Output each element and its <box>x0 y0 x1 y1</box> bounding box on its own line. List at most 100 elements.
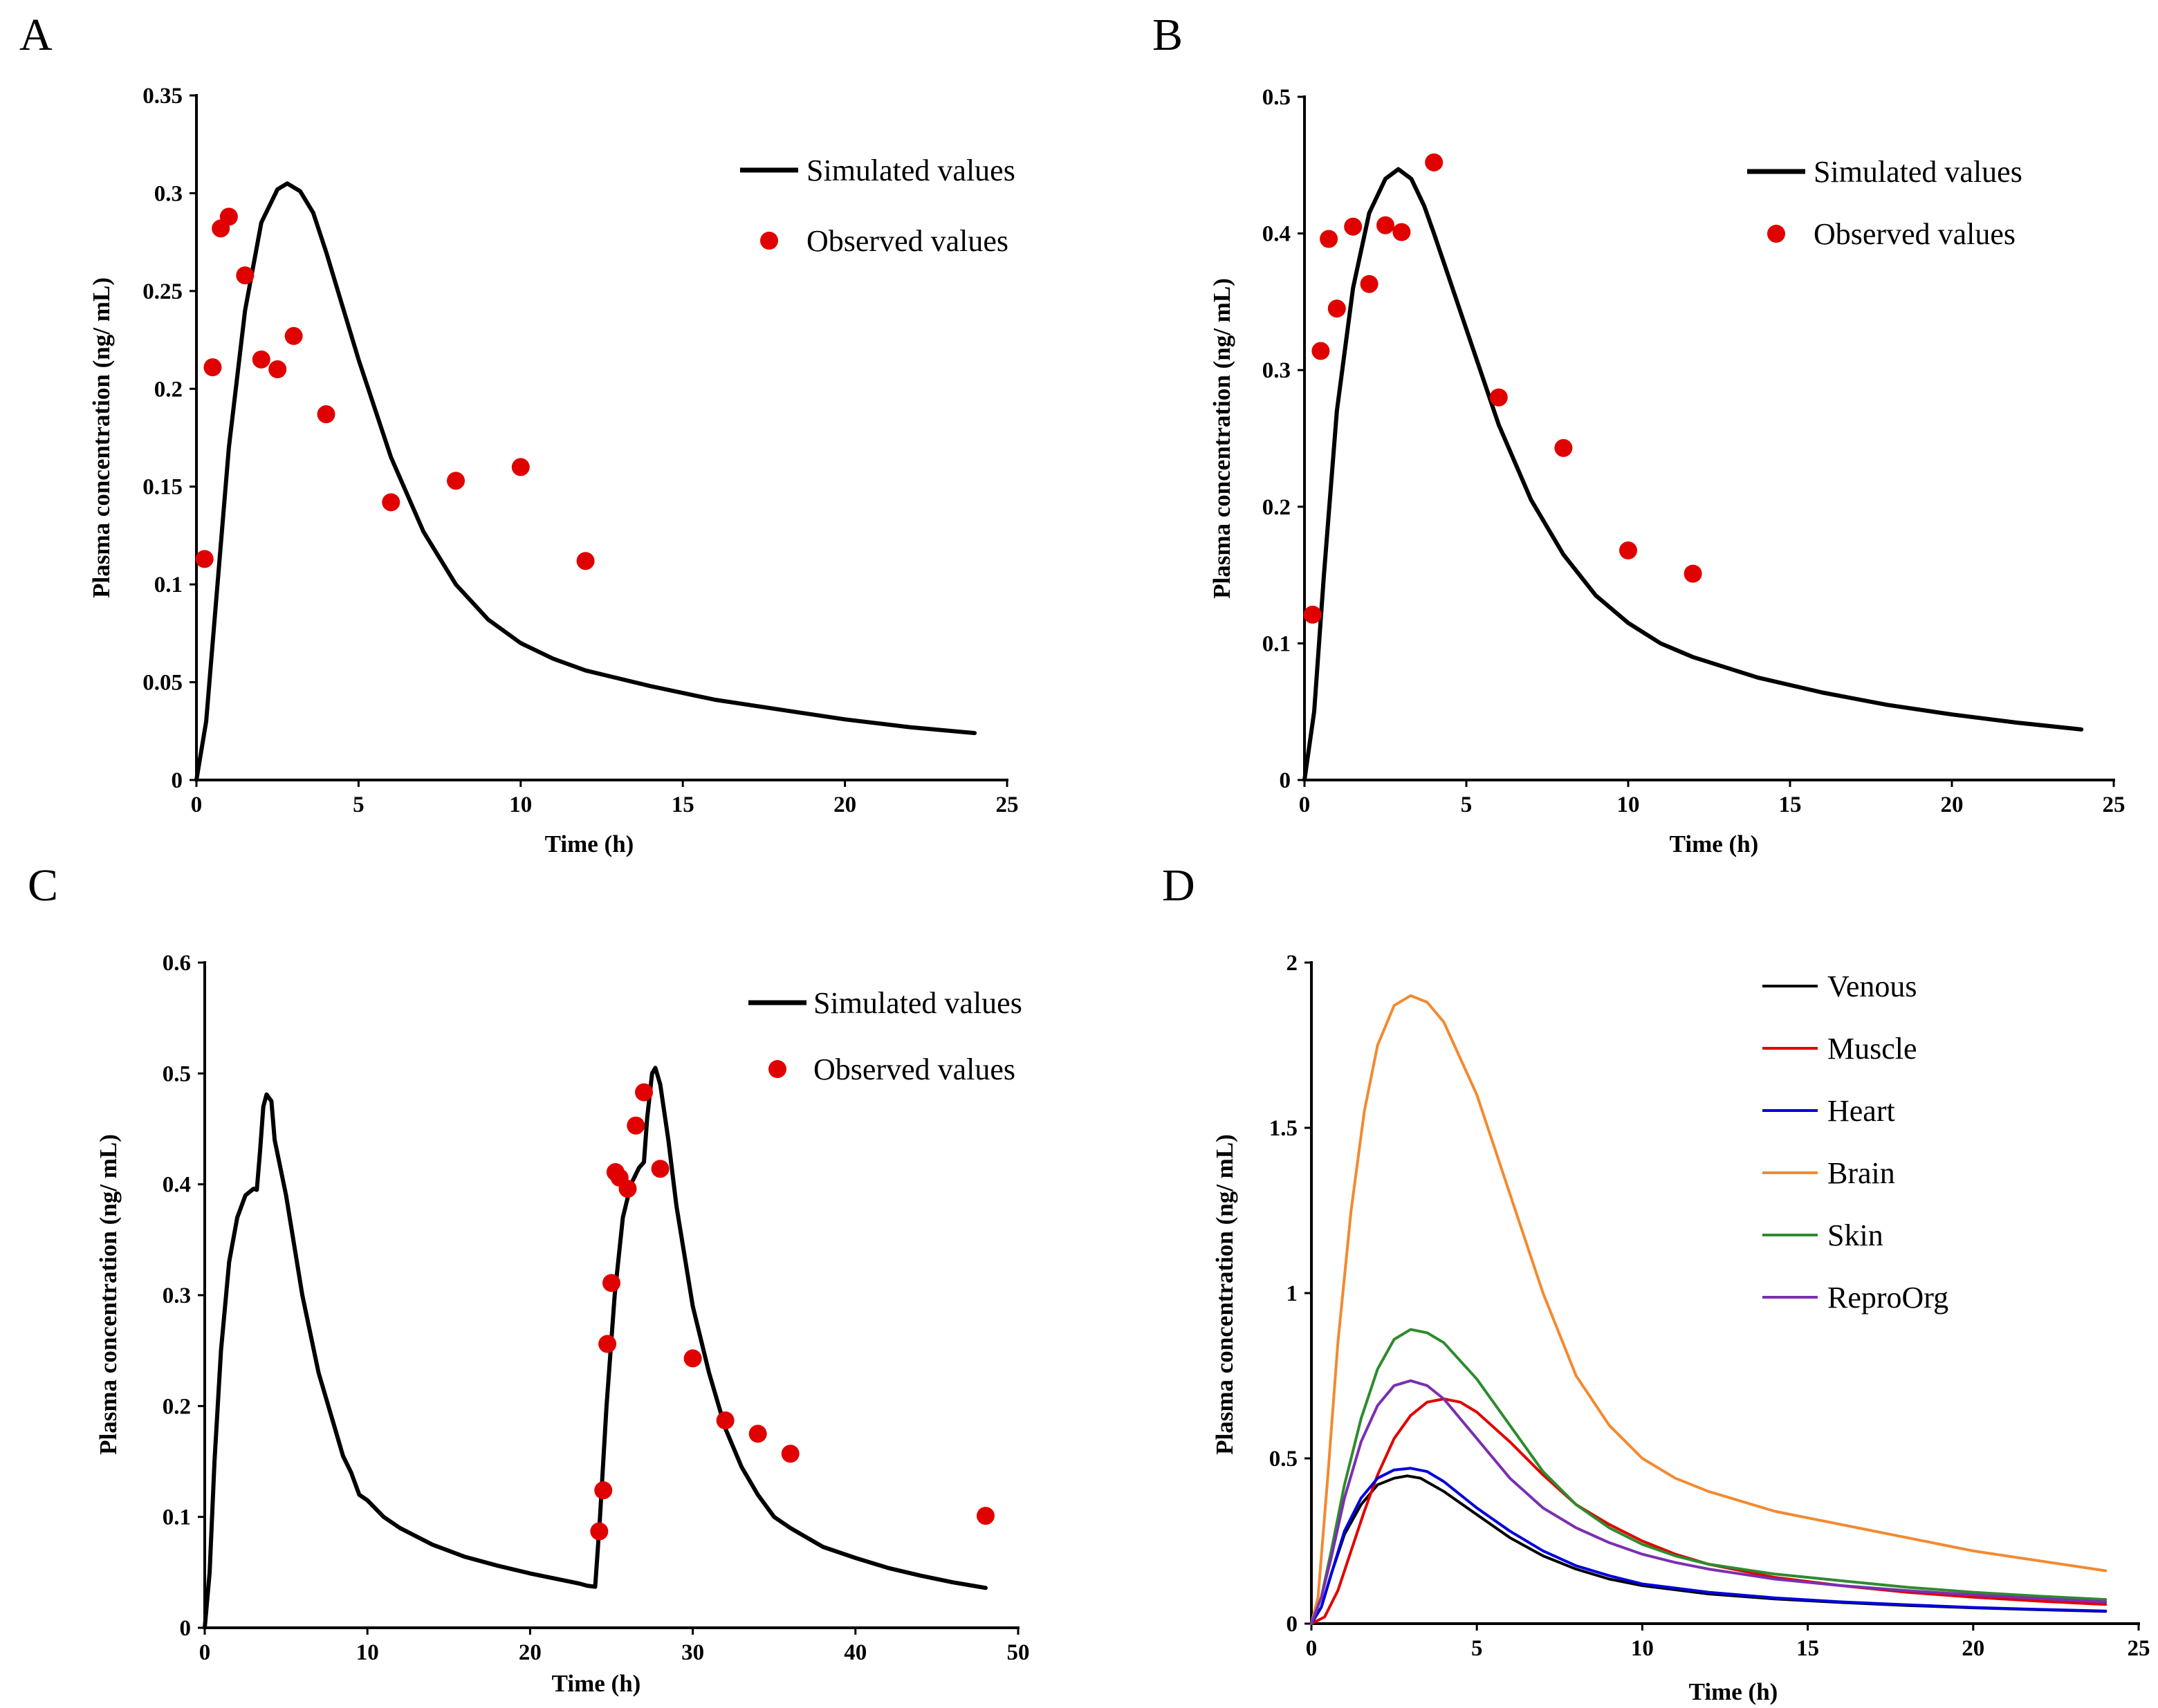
x-tick-label: 25 <box>2128 1636 2150 1661</box>
x-tick-label: 20 <box>833 792 856 817</box>
x-tick-label: 50 <box>1007 1640 1030 1665</box>
observed-point <box>284 326 303 345</box>
y-tick-label: 0 <box>172 768 183 793</box>
y-tick-label: 0.6 <box>163 951 191 976</box>
observed-point <box>268 360 287 378</box>
legend-label-skin: Skin <box>1827 1218 1883 1252</box>
y-tick-label: 0.2 <box>163 1394 191 1419</box>
series-line-simulated-values <box>1302 167 2084 782</box>
y-tick-label: 0.3 <box>1262 358 1291 383</box>
series-line-heart <box>1310 1467 2108 1625</box>
y-tick-label: 0.15 <box>142 475 183 500</box>
y-tick-label: 0.2 <box>154 377 183 402</box>
x-axis-title: Time (h) <box>1689 1678 1778 1705</box>
x-axis-title: Time (h) <box>1670 830 1759 857</box>
chart-panel-a: A 0 5 10 15 20 25 0 0.05 0.1 0.15 0.2 0.25 0.3 0.35 Tim… <box>19 10 1019 857</box>
observed-point <box>627 1116 645 1135</box>
x-tick-label: 10 <box>356 1640 379 1665</box>
x-tick-label: 25 <box>2103 792 2125 817</box>
legend-label-observed-values: Observed values <box>813 1052 1015 1086</box>
y-tick-label: 1 <box>1286 1281 1298 1306</box>
series-line-simulated-values <box>203 1066 988 1630</box>
x-tick-label: 15 <box>1796 1636 1819 1661</box>
observed-point <box>382 493 400 512</box>
observed-point <box>618 1180 637 1198</box>
series-line-muscle <box>1310 1398 2108 1625</box>
observed-point <box>576 552 595 570</box>
y-tick-label: 1.5 <box>1269 1116 1298 1141</box>
chart-panel-b: B 0 5 10 15 20 25 0 0.1 0.2 0.3 0.4 0.5 Time (h) Plasm… <box>1152 10 2125 857</box>
x-tick-label: 5 <box>353 792 365 817</box>
x-tick-label: 15 <box>672 792 694 817</box>
y-tick-label: 0.1 <box>1262 631 1291 656</box>
legend: Simulated values Observed values <box>740 154 1015 258</box>
series-line-venous <box>1310 1474 2108 1625</box>
y-axis-title: Plasma concentration (ng/ mL) <box>88 277 115 598</box>
legend-label-brain: Brain <box>1827 1156 1895 1190</box>
observed-point <box>1360 275 1378 293</box>
legend: Venous Muscle Heart Brain Skin ReproOrg <box>1762 969 1948 1315</box>
observed-point <box>511 458 530 476</box>
observed-point <box>219 207 238 226</box>
legend-swatch-observed-values <box>768 1060 786 1078</box>
x-tick-label: 20 <box>1962 1636 1984 1661</box>
y-axis-title: Plasma concentration (ng/ mL) <box>1211 1134 1238 1455</box>
observed-point <box>1554 438 1573 457</box>
legend: Simulated values Observed values <box>748 986 1022 1086</box>
observed-point <box>651 1160 670 1178</box>
legend-label-observed-values: Observed values <box>806 224 1008 258</box>
observed-point <box>1392 223 1411 241</box>
series-line-simulated-values <box>194 181 977 782</box>
y-axis-title: Plasma concentration (ng/ mL) <box>1208 278 1235 599</box>
x-tick-label: 30 <box>681 1640 704 1665</box>
series-line-skin <box>1310 1328 2108 1625</box>
y-tick-label: 0 <box>1280 768 1291 793</box>
legend-label-heart: Heart <box>1827 1094 1895 1128</box>
observed-point <box>594 1481 613 1500</box>
observed-point <box>1489 388 1508 407</box>
legend-label-simulated-values: Simulated values <box>806 154 1015 187</box>
y-tick-label: 0.5 <box>163 1061 191 1086</box>
x-axis-title: Time (h) <box>552 1670 641 1697</box>
x-tick-label: 0 <box>199 1640 211 1665</box>
x-tick-label: 10 <box>1631 1636 1654 1661</box>
legend: Simulated values Observed values <box>1747 155 2022 251</box>
observed-point <box>252 350 270 369</box>
x-tick-label: 20 <box>519 1640 542 1665</box>
chart-panel-d: D 0 5 10 15 20 25 0 0.5 1 1.5 2 Time (h) Plasma conce… <box>1162 860 2150 1705</box>
observed-point <box>1311 342 1330 360</box>
y-tick-label: 0 <box>1286 1612 1298 1637</box>
observed-point <box>683 1349 702 1368</box>
y-tick-label: 0.1 <box>163 1505 191 1530</box>
observed-point <box>1684 564 1702 583</box>
x-tick-label: 5 <box>1471 1636 1483 1661</box>
y-tick-label: 0.35 <box>142 84 183 109</box>
legend-swatch-observed-values <box>1767 225 1785 243</box>
y-tick-label: 0.5 <box>1262 85 1291 110</box>
x-tick-label: 15 <box>1779 792 1802 817</box>
observed-point <box>1376 216 1394 234</box>
legend-label-muscle: Muscle <box>1827 1032 1917 1066</box>
observed-point <box>748 1424 767 1443</box>
y-tick-label: 0.4 <box>163 1173 191 1198</box>
observed-point <box>236 266 255 285</box>
series-line-reproorg <box>1310 1379 2108 1625</box>
panel-label-a: A <box>19 10 53 60</box>
observed-point <box>598 1335 617 1353</box>
observed-point <box>317 405 335 424</box>
observed-point <box>590 1522 609 1541</box>
x-tick-label: 40 <box>844 1640 867 1665</box>
observed-point <box>1327 299 1346 318</box>
observed-point <box>781 1445 800 1463</box>
x-tick-label: 0 <box>1299 792 1311 817</box>
observed-point <box>635 1083 654 1102</box>
legend-label-simulated-values: Simulated values <box>1814 155 2022 189</box>
observed-point <box>203 358 222 377</box>
observed-point <box>716 1411 735 1430</box>
panel-label-c: C <box>28 860 58 911</box>
x-tick-label: 0 <box>1306 1636 1318 1661</box>
x-tick-label: 0 <box>191 792 203 817</box>
x-tick-label: 10 <box>509 792 532 817</box>
y-tick-label: 0.05 <box>142 671 183 696</box>
